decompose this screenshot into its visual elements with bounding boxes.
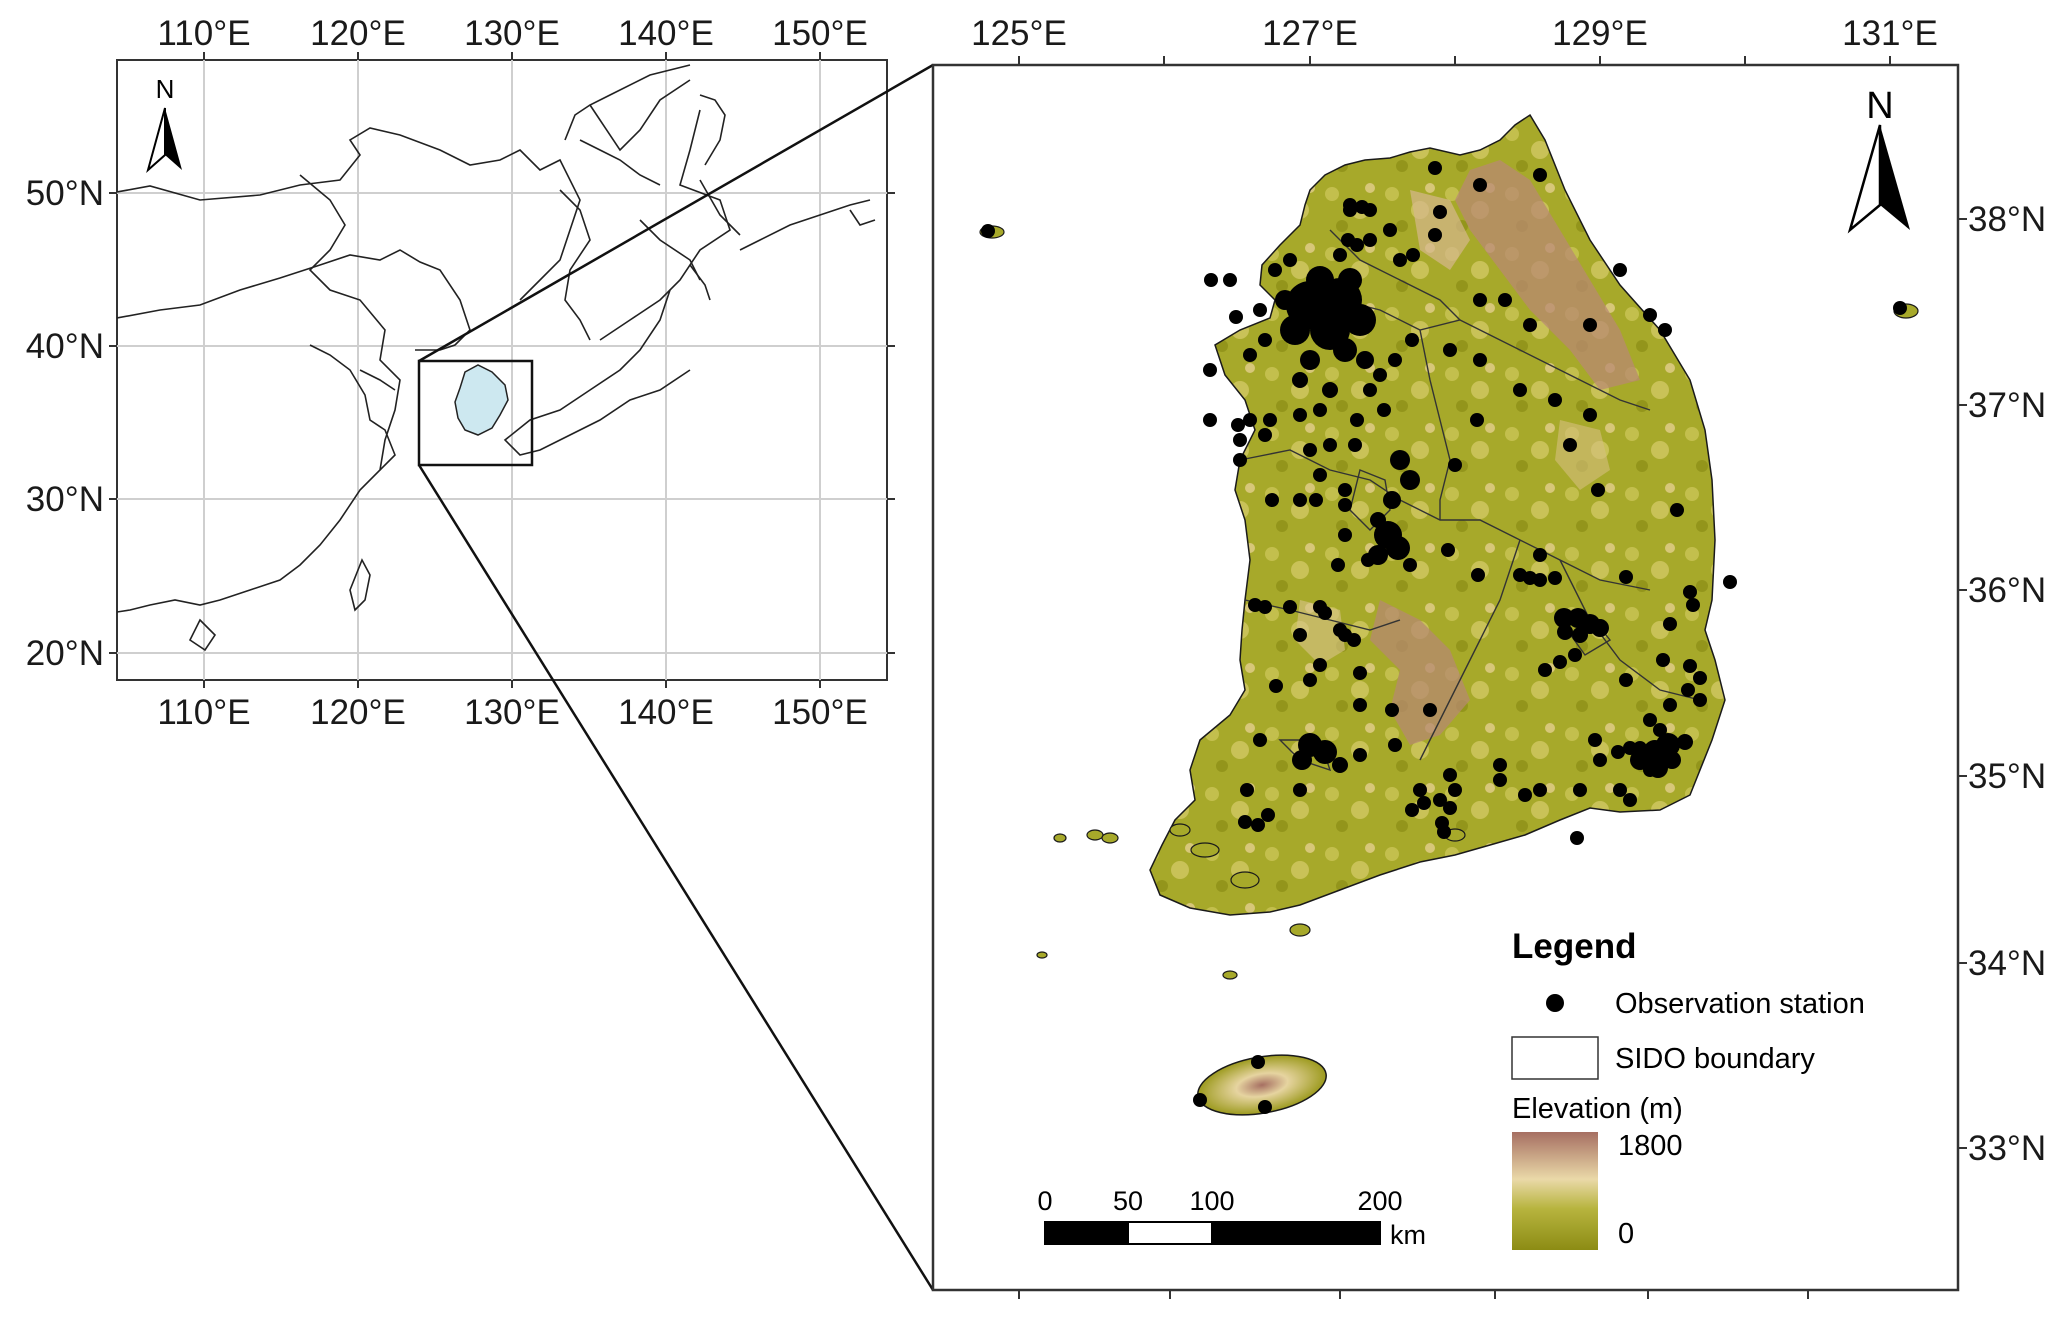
mountain-ridge-taebaek [1455, 160, 1640, 390]
legend: Legend Observation station SIDO boundary… [1511, 927, 1865, 1250]
overview-inset-box [417, 359, 534, 467]
scale-unit: km [1390, 1220, 1426, 1250]
detail-y-tick: 33°N [1968, 1129, 2046, 1168]
detail-x-tick: 129°E [1552, 14, 1648, 53]
overview-x-tick-top: 140°E [618, 14, 714, 53]
overview-map-frame [116, 59, 888, 681]
detail-y-tick: 36°N [1968, 571, 2046, 610]
detail-x-tick: 131°E [1842, 14, 1938, 53]
detail-north-label: N [1866, 85, 1893, 127]
scale-label: 100 [1189, 1186, 1234, 1216]
overview-korea-highlight [454, 364, 509, 436]
detail-x-tick: 125°E [971, 14, 1067, 53]
detail-map: N Legend Observation station SIDO bounda… [931, 14, 2046, 1299]
overview-x-tick-bottom: 150°E [772, 693, 868, 732]
overview-x-tick-bottom: 130°E [464, 693, 560, 732]
mountain-patch [1295, 600, 1345, 665]
overview-north-arrow-icon [146, 107, 182, 173]
legend-boundary-label: SIDO boundary [1615, 1043, 1815, 1075]
overview-x-tick-bottom: 120°E [310, 693, 406, 732]
legend-boundary-symbol [1511, 1036, 1599, 1080]
legend-elev-min: 0 [1618, 1218, 1634, 1250]
detail-y-tick: 37°N [1968, 386, 2046, 425]
legend-station-symbol [1546, 994, 1564, 1012]
mountain-patch [1410, 190, 1470, 270]
scale-label: 200 [1357, 1186, 1402, 1216]
sido-boundaries [1239, 229, 1701, 772]
overview-graticule [117, 60, 887, 680]
legend-elevation-ramp [1512, 1132, 1598, 1250]
legend-station-label: Observation station [1615, 988, 1865, 1020]
overview-coastlines [117, 64, 876, 652]
scale-bar: 0 50 100 200 km [1037, 1186, 1426, 1250]
overview-x-tick-top: 150°E [772, 14, 868, 53]
mountain-patch [1555, 420, 1610, 490]
overview-x-tick-bottom: 140°E [618, 693, 714, 732]
detail-y-tick: 34°N [1968, 944, 2046, 983]
scale-label: 50 [1113, 1186, 1143, 1216]
legend-elevation-title: Elevation (m) [1512, 1093, 1683, 1125]
scale-label: 0 [1037, 1186, 1052, 1216]
overview-y-tick: 20°N [26, 634, 104, 673]
detail-ticks [1018, 56, 1967, 1299]
legend-title: Legend [1512, 927, 1636, 966]
overview-map: N 110°E 120°E 130°E 140°E 150°E 110°E 12… [26, 14, 895, 732]
overview-x-tick-top: 110°E [157, 14, 250, 53]
overview-y-tick: 30°N [26, 480, 104, 519]
detail-y-tick: 35°N [1968, 757, 2046, 796]
detail-north-arrow-icon [1847, 124, 1910, 234]
overview-y-tick: 50°N [26, 174, 104, 213]
legend-elev-max: 1800 [1618, 1130, 1683, 1162]
overview-y-tick: 40°N [26, 327, 104, 366]
overview-x-tick-top: 130°E [464, 14, 560, 53]
observation-stations [981, 161, 1907, 1114]
detail-y-tick: 38°N [1968, 200, 2046, 239]
overview-x-tick-top: 120°E [310, 14, 406, 53]
overview-x-tick-bottom: 110°E [157, 693, 250, 732]
zoom-connector-lines [417, 63, 935, 1291]
detail-x-tick: 127°E [1262, 14, 1358, 53]
overview-north-label: N [156, 74, 175, 104]
